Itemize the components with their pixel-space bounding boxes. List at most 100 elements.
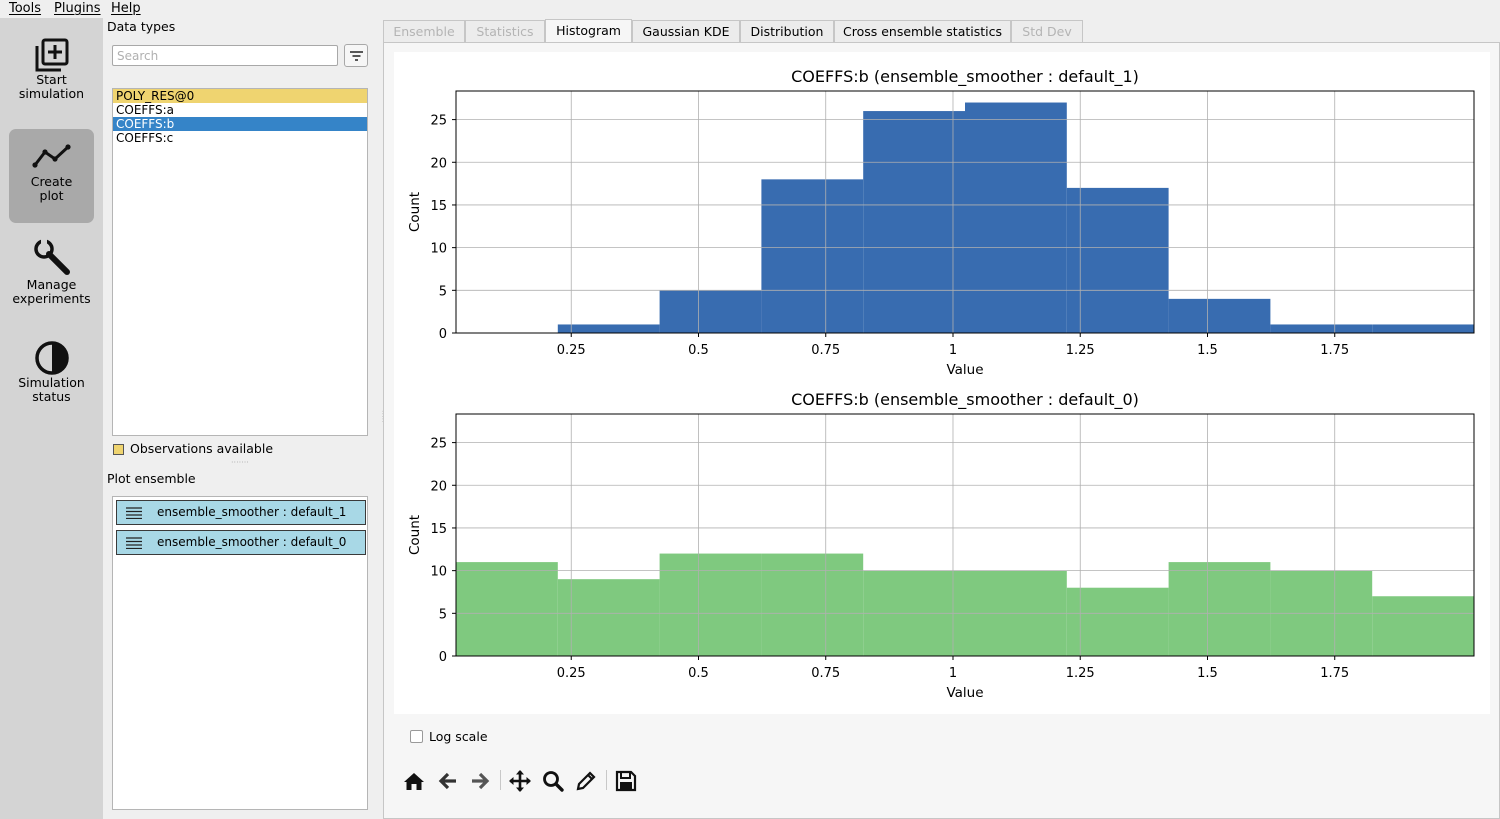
menu-plugins[interactable]: Plugins [54,1,101,16]
arrow-left-icon [438,772,456,790]
axes-frame [455,90,1475,334]
histogram-bar [1066,187,1169,333]
x-tick-label: 1.75 [1320,343,1349,358]
data-type-coeffs-b[interactable]: COEFFS:b [113,117,367,131]
x-tick-label: 0.5 [688,666,709,681]
start-simulation-button[interactable]: Start simulation [9,31,94,115]
drag-handle-icon[interactable] [126,507,142,519]
histogram-bar [863,111,965,333]
tab-histogram[interactable]: Histogram [545,19,632,43]
tab-distribution[interactable]: Distribution [740,20,834,43]
ensemble-label: ensemble_smoother : default_1 [157,505,347,519]
y-axis-label: Count [407,515,423,555]
arrow-right-icon [472,772,490,790]
status-label-1: Simulation [18,375,85,390]
y-tick-label: 10 [430,565,447,580]
forward-button[interactable] [467,768,493,794]
y-tick-label: 25 [430,437,447,452]
histogram-figure: 0.25 0.5 0.75 1 1.25 1.5 1.750510152025COEFFS:… [407,67,1475,701]
filter-button[interactable] [344,44,368,67]
drag-handle-icon[interactable] [126,537,142,549]
data-type-coeffs-c[interactable]: COEFFS:c [116,131,174,145]
menu-bar: Tools Plugins Help [0,0,1500,18]
status-label-2: status [32,389,71,404]
toolbar-separator [500,770,501,790]
move-icon [509,770,531,792]
menu-tools[interactable]: Tools [9,1,42,16]
add-box-icon [35,38,68,72]
save-button[interactable] [613,768,639,794]
half-circle-icon [34,341,69,375]
start-label-2: simulation [18,86,85,101]
menu-help[interactable]: Help [111,1,141,16]
chart-title: COEFFS:b (ensemble_smoother : default_1) [791,67,1139,87]
histogram-bar [1168,298,1271,333]
x-tick-label: 1.75 [1320,666,1349,681]
splitter-handle[interactable]: ······· [231,458,249,467]
chart-title: COEFFS:b (ensemble_smoother : default_0) [791,390,1139,410]
x-tick-label: 1.5 [1197,666,1218,681]
histogram-bar [761,179,864,333]
y-axis-label: Count [407,192,423,232]
y-tick-label: 20 [430,479,447,494]
x-axis-label: Value [946,685,983,701]
edit-button[interactable] [573,768,599,794]
y-tick-label: 5 [439,607,447,622]
histogram-bar [659,553,762,656]
manage-experiments-button[interactable]: Manage experiments [9,235,94,319]
back-button[interactable] [435,768,461,794]
filter-icon [350,51,363,61]
observation-swatch [113,444,124,455]
vertical-splitter-handle[interactable]: ····· [378,410,387,423]
histogram-bar [1372,324,1474,333]
x-tick-label: 0.5 [688,343,709,358]
x-tick-label: 1 [949,343,957,358]
histogram-bar [1372,596,1474,656]
ensemble-label: ensemble_smoother : default_0 [157,535,347,549]
data-panel: Data types POLY_RES@0 COEFFS:a COEFFS:b … [103,18,387,819]
histogram-bar [557,579,660,656]
pencil-icon [576,771,596,791]
search-input[interactable] [112,45,338,66]
pan-button[interactable] [507,768,533,794]
ensemble-item-default-0[interactable]: ensemble_smoother : default_0 [116,530,366,555]
x-tick-label: 1.25 [1066,343,1095,358]
x-tick-label: 1.25 [1066,666,1095,681]
x-tick-label: 1 [949,666,957,681]
tab-cross-ensemble-statistics[interactable]: Cross ensemble statistics [834,20,1011,43]
histogram-bar [456,562,558,656]
x-tick-label: 1.5 [1197,343,1218,358]
start-label-1: Start [36,72,67,87]
ensemble-item-default-1[interactable]: ensemble_smoother : default_1 [116,500,366,525]
data-type-coeffs-a[interactable]: COEFFS:a [116,103,175,117]
histogram-bar [557,324,660,333]
histogram-bar [1168,562,1271,656]
axes-frame [455,413,1475,657]
x-tick-label: 0.25 [557,343,586,358]
y-tick-label: 5 [439,284,447,299]
home-button[interactable] [401,768,427,794]
tab-statistics[interactable]: Statistics [465,20,545,43]
plot-ensemble-list: ensemble_smoother : default_1 ensemble_s… [112,496,368,810]
create-plot-button[interactable]: Create plot [9,129,94,223]
tab-ensemble[interactable]: Ensemble [383,20,465,43]
chart-area: 0.25 0.5 0.75 1 1.25 1.5 1.75 0 5 10 15 20 25 COEFFS:… [394,52,1490,714]
data-type-poly-res[interactable]: POLY_RES@0 [113,89,367,103]
manage-label-2: experiments [12,291,91,306]
home-icon [404,773,424,790]
tab-std-dev[interactable]: Std Dev [1011,20,1083,43]
y-tick-label: 0 [439,327,447,342]
data-types-title: Data types [107,19,176,34]
log-scale-checkbox[interactable] [410,730,423,743]
y-tick-label: 0 [439,650,447,665]
floppy-disk-icon [615,770,637,792]
line-chart-icon [31,144,71,168]
x-tick-label: 0.25 [557,666,586,681]
histogram-bar [659,290,762,333]
zoom-button[interactable] [540,768,566,794]
tab-gaussian-kde[interactable]: Gaussian KDE [632,20,740,43]
x-tick-label: 0.75 [811,343,840,358]
plot-ensemble-title: Plot ensemble [107,471,196,486]
simulation-status-button[interactable]: Simulation status [9,336,94,420]
magnifier-icon [543,771,564,792]
